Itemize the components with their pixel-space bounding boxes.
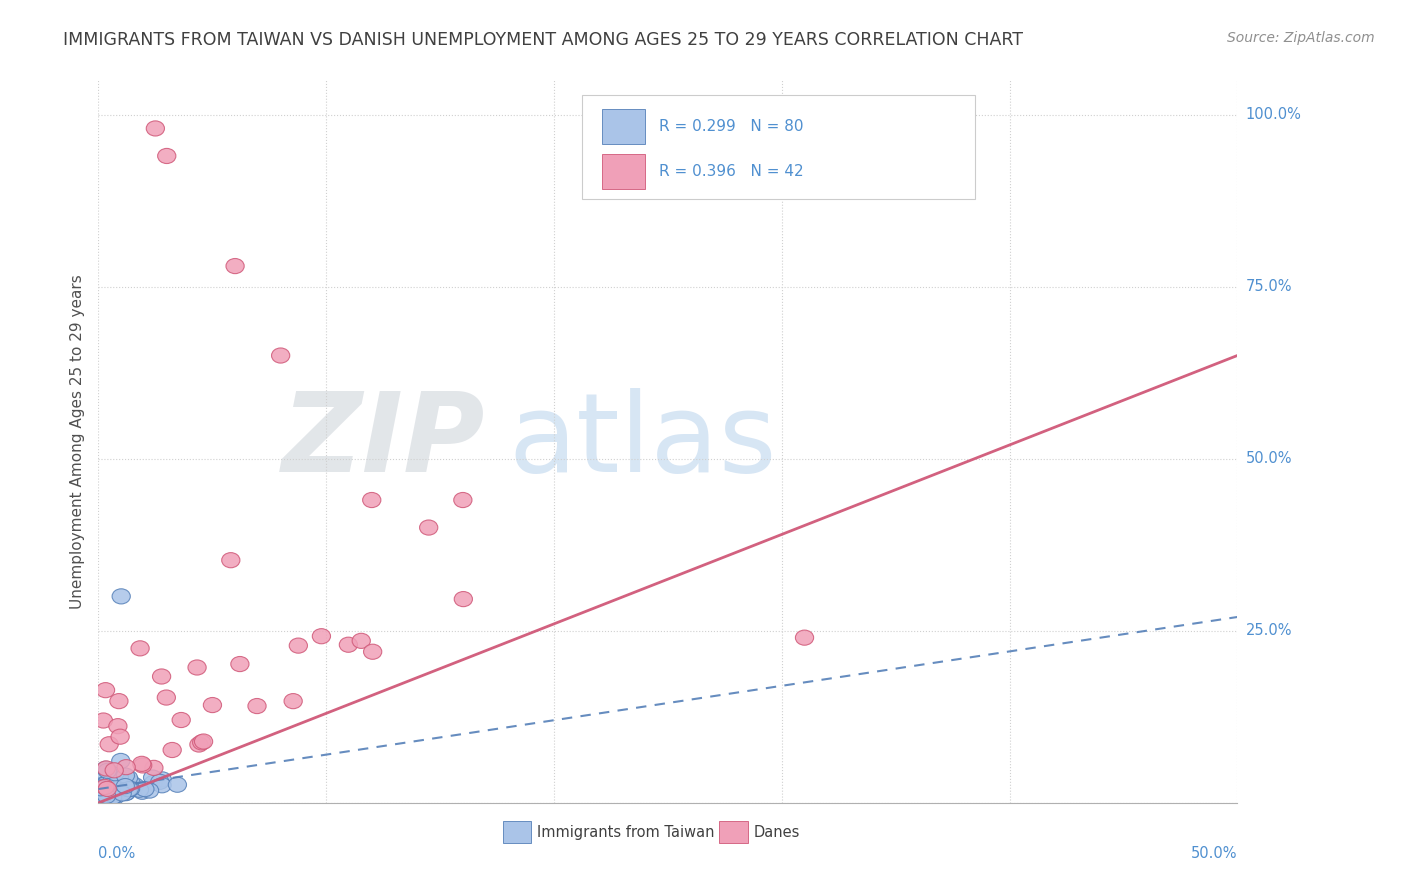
Text: Source: ZipAtlas.com: Source: ZipAtlas.com [1227,31,1375,45]
FancyBboxPatch shape [582,95,976,200]
Text: 0.0%: 0.0% [98,847,135,861]
Text: 75.0%: 75.0% [1246,279,1292,294]
FancyBboxPatch shape [602,154,645,189]
Text: ZIP: ZIP [283,388,485,495]
FancyBboxPatch shape [503,821,531,843]
Text: R = 0.299   N = 80: R = 0.299 N = 80 [659,119,803,134]
FancyBboxPatch shape [602,109,645,144]
Text: atlas: atlas [509,388,778,495]
Text: 50.0%: 50.0% [1191,847,1237,861]
Text: Immigrants from Taiwan: Immigrants from Taiwan [537,825,714,840]
Text: R = 0.396   N = 42: R = 0.396 N = 42 [659,164,803,178]
Text: Danes: Danes [754,825,800,840]
Text: IMMIGRANTS FROM TAIWAN VS DANISH UNEMPLOYMENT AMONG AGES 25 TO 29 YEARS CORRELAT: IMMIGRANTS FROM TAIWAN VS DANISH UNEMPLO… [63,31,1024,49]
Text: 100.0%: 100.0% [1246,107,1302,122]
Text: 25.0%: 25.0% [1246,624,1292,639]
Text: 50.0%: 50.0% [1246,451,1292,467]
Y-axis label: Unemployment Among Ages 25 to 29 years: Unemployment Among Ages 25 to 29 years [70,274,86,609]
FancyBboxPatch shape [718,821,748,843]
